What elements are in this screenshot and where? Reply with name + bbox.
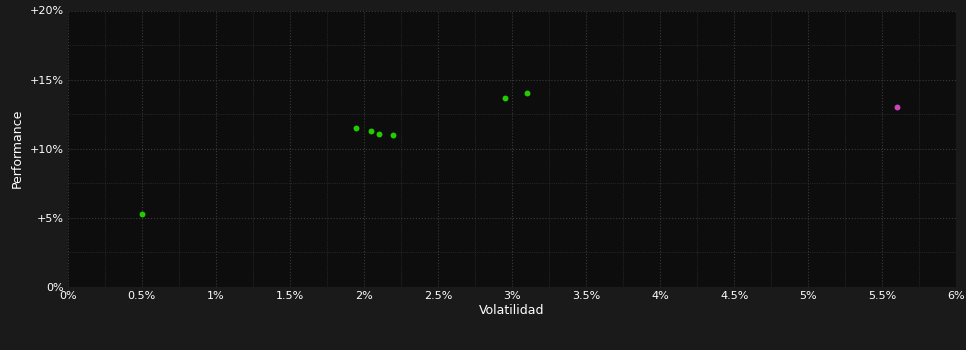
Point: [497, 95, 512, 100]
X-axis label: Volatilidad: Volatilidad: [479, 304, 545, 317]
Point: [385, 132, 401, 138]
Y-axis label: Performance: Performance: [11, 109, 24, 188]
Point: [890, 105, 905, 110]
Point: [134, 211, 150, 217]
Point: [371, 131, 386, 136]
Point: [349, 125, 364, 131]
Point: [363, 128, 379, 134]
Point: [519, 91, 534, 96]
